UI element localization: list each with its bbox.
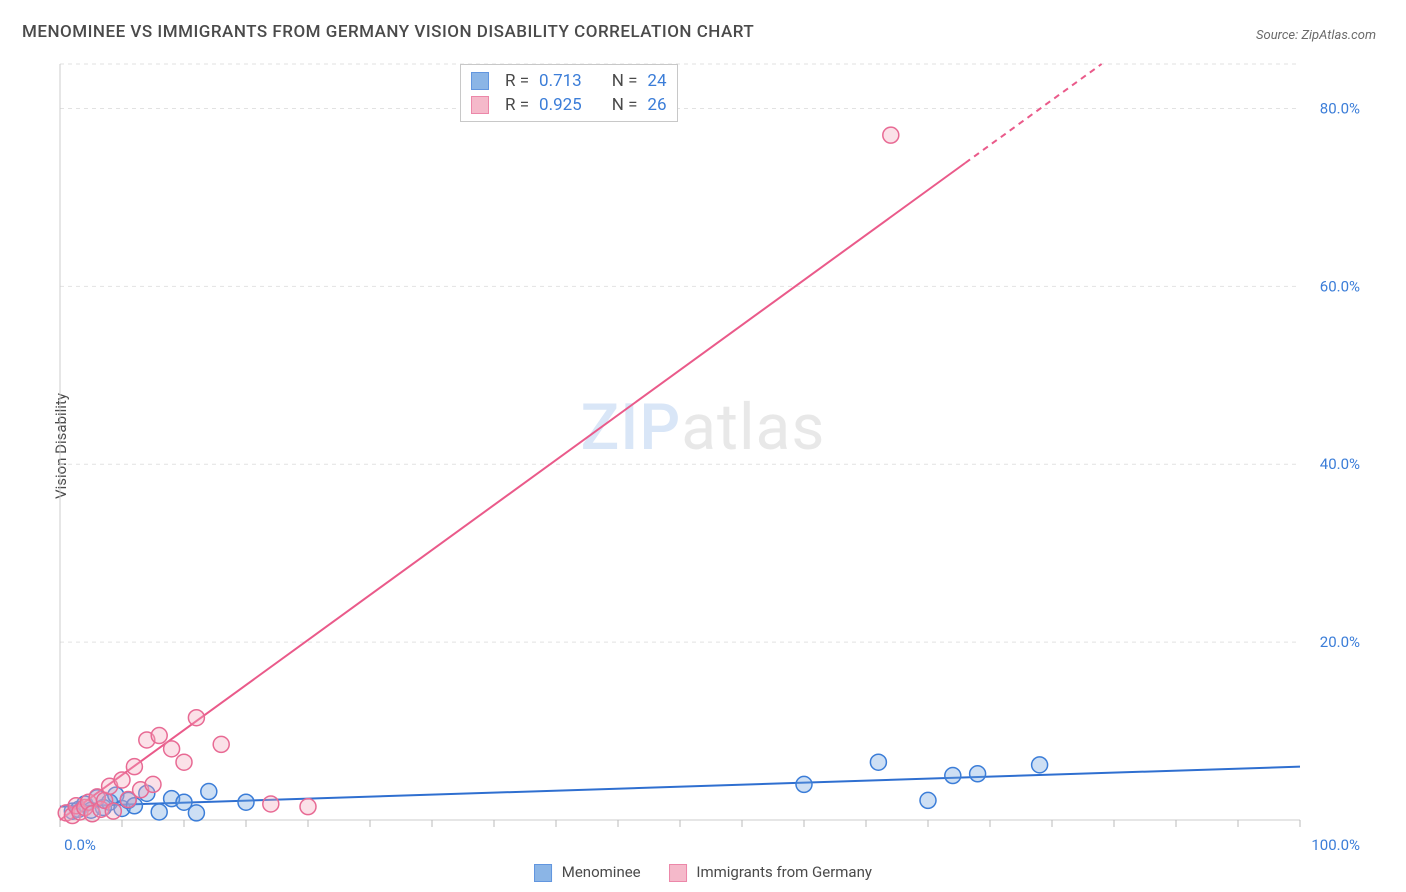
n-label: N = <box>612 95 638 115</box>
r-label: R = <box>505 71 529 91</box>
chart-title: MENOMINEE VS IMMIGRANTS FROM GERMANY VIS… <box>22 22 754 42</box>
svg-text:80.0%: 80.0% <box>1320 99 1360 117</box>
legend-swatch-series2-icon <box>669 864 687 882</box>
stats-row-series1: R = 0.713 N = 24 <box>471 69 667 93</box>
svg-text:0.0%: 0.0% <box>64 836 96 854</box>
n-value-series1: 24 <box>647 71 666 91</box>
source-attribution: Source: ZipAtlas.com <box>1256 28 1376 43</box>
n-value-series2: 26 <box>647 95 666 115</box>
source-label: Source: <box>1256 28 1298 43</box>
legend-swatch-series1-icon <box>534 864 552 882</box>
source-value: ZipAtlas.com <box>1301 28 1376 43</box>
svg-text:40.0%: 40.0% <box>1320 455 1360 473</box>
correlation-stats-legend: R = 0.713 N = 24 R = 0.925 N = 26 <box>460 64 678 122</box>
legend-label-series1: Menominee <box>562 863 641 881</box>
r-label: R = <box>505 95 529 115</box>
r-value-series2: 0.925 <box>539 95 582 115</box>
svg-text:100.0%: 100.0% <box>1311 836 1360 854</box>
legend-item-series2: Immigrants from Germany <box>669 863 872 882</box>
legend-swatch-series1 <box>471 72 489 90</box>
svg-text:20.0%: 20.0% <box>1320 633 1360 651</box>
legend-item-series1: Menominee <box>534 863 641 882</box>
n-label: N = <box>612 71 638 91</box>
stats-row-series2: R = 0.925 N = 26 <box>471 93 667 117</box>
legend-label-series2: Immigrants from Germany <box>696 863 872 881</box>
svg-text:60.0%: 60.0% <box>1320 277 1360 295</box>
scatter-plot: 20.0% 40.0% 60.0% 80.0% 0.0% 100.0% <box>50 60 1370 860</box>
r-value-series1: 0.713 <box>539 71 582 91</box>
legend-swatch-series2 <box>471 96 489 114</box>
series-legend: Menominee Immigrants from Germany <box>534 863 872 882</box>
